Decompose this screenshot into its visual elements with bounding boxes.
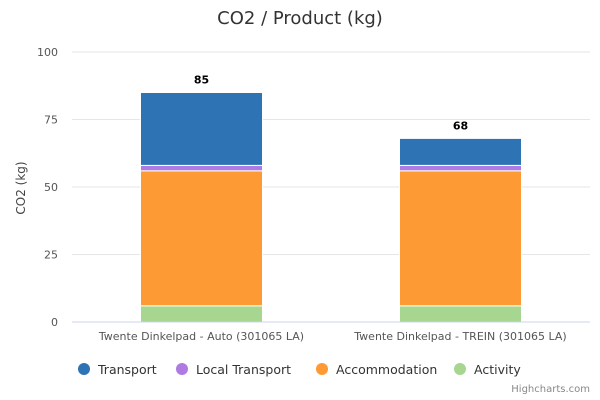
legend-item-activity[interactable]: Activity <box>454 362 521 377</box>
legend-marker <box>316 363 328 375</box>
stack-total-label: 68 <box>453 119 468 132</box>
y-tick-label: 25 <box>44 249 58 262</box>
bar-segment-accommodation[interactable] <box>399 170 522 307</box>
bar-segment-transport[interactable] <box>140 92 263 166</box>
y-tick-label: 50 <box>44 181 58 194</box>
legend-label: Local Transport <box>196 362 291 377</box>
credits-link[interactable]: Highcharts.com <box>511 384 590 395</box>
legend-label: Accommodation <box>336 362 437 377</box>
y-tick-label: 100 <box>37 46 58 59</box>
y-tick-label: 75 <box>44 114 58 127</box>
x-axis: Twente Dinkelpad - Auto (301065 LA) Twent… <box>72 321 590 343</box>
legend-marker <box>78 363 90 375</box>
legend-marker <box>176 363 188 375</box>
bar-segment-activity[interactable] <box>140 305 263 323</box>
legend-item-local-transport[interactable]: Local Transport <box>176 362 291 377</box>
legend-label: Transport <box>97 362 157 377</box>
stack-total-label: 85 <box>194 74 209 87</box>
y-axis-title: CO2 (kg) <box>14 161 28 214</box>
bar-segment-transport[interactable] <box>399 137 522 166</box>
y-tick-label: 0 <box>51 316 58 329</box>
chart-title: CO2 / Product (kg) <box>217 8 383 29</box>
x-tick-label: Twente Dinkelpad - Auto (301065 LA) <box>98 330 304 343</box>
legend-item-transport[interactable]: Transport <box>78 362 157 377</box>
legend[interactable]: Transport Local Transport Accommodation Act… <box>78 362 521 377</box>
legend-label: Activity <box>474 362 521 377</box>
bar-segment-activity[interactable] <box>399 305 522 323</box>
legend-item-accommodation[interactable]: Accommodation <box>316 362 437 377</box>
y-axis-tick-labels: 0 25 50 75 100 <box>37 46 58 329</box>
bars: 85 68 <box>140 74 522 323</box>
legend-marker <box>454 363 466 375</box>
bar-segment-accommodation[interactable] <box>140 170 263 307</box>
bar-segment-local-transport[interactable] <box>399 164 522 172</box>
bar-segment-local-transport[interactable] <box>140 164 263 172</box>
x-tick-label: Twente Dinkelpad - TREIN (301065 LA) <box>353 330 566 343</box>
